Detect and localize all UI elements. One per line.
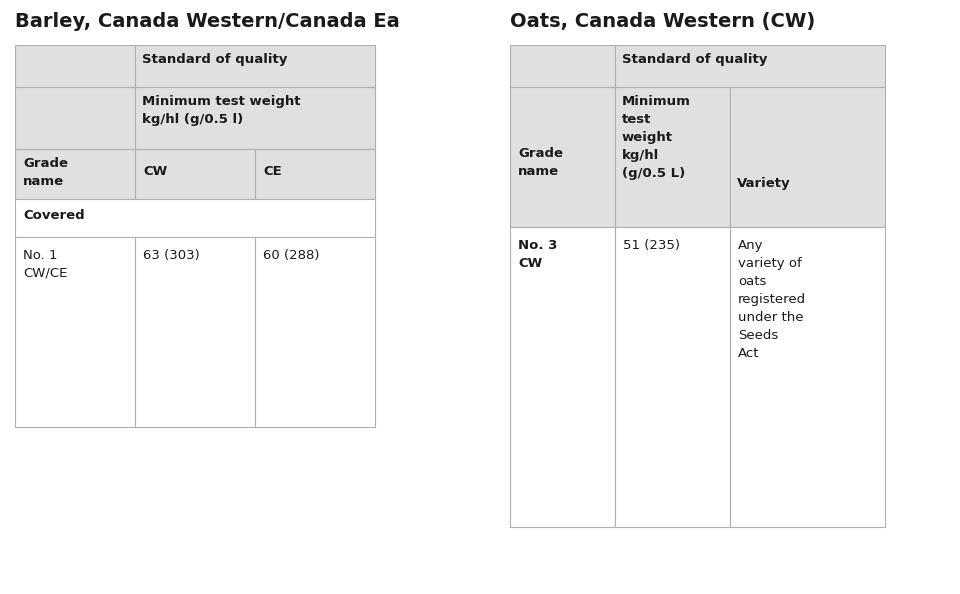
Bar — [15, 45, 135, 87]
Bar — [615, 227, 730, 527]
Text: CE: CE — [263, 165, 281, 178]
Bar — [15, 237, 135, 427]
Text: Any
variety of
oats
registered
under the
Seeds
Act: Any variety of oats registered under the… — [738, 239, 806, 360]
Bar — [15, 199, 375, 237]
Bar — [510, 45, 615, 87]
Text: Oats, Canada Western (CW): Oats, Canada Western (CW) — [510, 12, 815, 31]
Bar — [135, 237, 255, 427]
Bar — [510, 227, 615, 527]
Text: Minimum
test
weight
kg/hl
(g/0.5 L): Minimum test weight kg/hl (g/0.5 L) — [622, 95, 691, 180]
Text: CW: CW — [143, 165, 167, 178]
Bar — [730, 227, 885, 527]
Bar — [15, 149, 135, 199]
Bar — [510, 87, 615, 227]
Text: 63 (303): 63 (303) — [143, 249, 200, 262]
Bar — [255, 237, 375, 427]
Text: Grade
name: Grade name — [23, 157, 68, 188]
Bar — [135, 149, 255, 199]
Text: Variety: Variety — [737, 177, 791, 190]
Bar — [135, 45, 375, 87]
Text: Covered: Covered — [23, 209, 84, 222]
Bar — [135, 87, 375, 149]
Text: Barley, Canada Western/Canada Ea: Barley, Canada Western/Canada Ea — [15, 12, 399, 31]
Text: No. 1
CW/CE: No. 1 CW/CE — [23, 249, 67, 280]
Text: Minimum test weight
kg/hl (g/0.5 l): Minimum test weight kg/hl (g/0.5 l) — [142, 95, 300, 126]
Text: No. 3
CW: No. 3 CW — [518, 239, 558, 270]
Text: Standard of quality: Standard of quality — [622, 53, 767, 66]
Text: 51 (235): 51 (235) — [623, 239, 680, 252]
Bar — [15, 87, 135, 149]
Bar — [730, 87, 885, 227]
Bar — [615, 87, 730, 227]
Bar — [255, 149, 375, 199]
Bar — [615, 45, 885, 87]
Text: Standard of quality: Standard of quality — [142, 53, 287, 66]
Text: 60 (288): 60 (288) — [263, 249, 320, 262]
Text: Grade
name: Grade name — [518, 147, 563, 178]
